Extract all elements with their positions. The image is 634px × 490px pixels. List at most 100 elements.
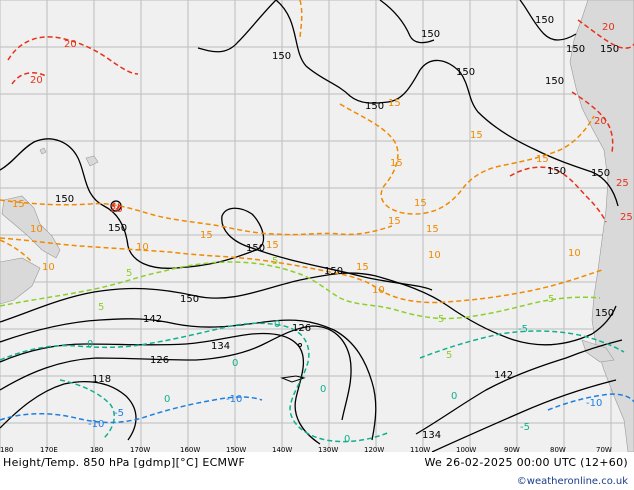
island (39, 147, 47, 155)
temp-label: 20 (30, 75, 43, 86)
temp-label: 5 (548, 294, 554, 305)
height-label: 126 (150, 355, 169, 366)
temp-labels-teal: 0 0 0 0 0 -5 -5 0 0 (87, 319, 530, 445)
height-label: 150 (545, 76, 564, 87)
temp-label: 20 (110, 204, 123, 215)
temp-label: 15 (388, 98, 401, 109)
temp-label: 5 (126, 268, 132, 279)
lon-label: 130W (318, 446, 339, 454)
temp-contours-green (0, 261, 601, 320)
temp-labels-blue: -10 -10 -10 -5 (88, 394, 602, 430)
lon-label: 180 (90, 446, 104, 454)
lon-label: 140W (272, 446, 293, 454)
temp-labels-orange: 15 15 15 15 15 15 15 15 15 15 15 10 10 1… (12, 98, 581, 296)
temp-contours-teal (0, 322, 625, 443)
temp-label: 0 (320, 384, 326, 395)
temp-label: 5 (446, 350, 452, 361)
temp-minus5-contour-sw (59, 379, 116, 439)
temp-labels-red: 20 20 20 20 25 20 25 (30, 22, 633, 223)
lat-lon-grid (0, 0, 634, 452)
contour-134-east (431, 379, 617, 453)
temp-label: 10 (136, 242, 149, 253)
island (85, 155, 99, 167)
temp-label: -10 (88, 419, 104, 430)
temp-25-contour (509, 166, 607, 223)
temp-label: 15 (536, 154, 549, 165)
height-label: 134 (211, 341, 230, 352)
temp-label: 0 (164, 394, 170, 405)
contour-150-top-right (519, 0, 577, 41)
temp-20-contour-nw2 (11, 71, 47, 85)
map-background (0, 0, 634, 452)
contour-134 (0, 332, 321, 445)
height-label: 118 (92, 374, 111, 385)
lon-label: 110W (410, 446, 431, 454)
footer-bar (0, 452, 634, 490)
temp-label: 10 (30, 224, 43, 235)
temp-label: 5 (438, 314, 444, 325)
temp-label: 20 (594, 116, 607, 127)
height-label: 150 (180, 294, 199, 305)
temp-label: 15 (356, 262, 369, 273)
temp-label: 0 (232, 358, 238, 369)
height-label: 150 (55, 194, 74, 205)
temp-label: 10 (428, 250, 441, 261)
tierra-del-fuego (581, 339, 615, 363)
south-america (569, 0, 634, 453)
temp-label: 25 (616, 178, 629, 189)
temp-label: 25 (620, 212, 633, 223)
contour-150-south (0, 272, 617, 346)
temp-label: 15 (390, 158, 403, 169)
temp-20-contour-coast (571, 91, 614, 153)
temp-label: 15 (200, 230, 213, 241)
height-label: 142 (143, 314, 162, 325)
temp-label: -5 (520, 422, 530, 433)
height-label: 150 (246, 243, 265, 254)
temp-contours-red (7, 19, 634, 223)
temp-label: 15 (266, 240, 279, 251)
contour-150-top (379, 0, 435, 44)
height-label: 150 (272, 51, 291, 62)
temp-label: 20 (602, 22, 615, 33)
height-label: 150 (600, 44, 619, 55)
height-label: 126 (292, 323, 311, 334)
landmasses (0, 0, 634, 453)
temp-minus10-contour (0, 396, 263, 424)
temp-label: 0 (274, 319, 280, 330)
height-label: 134 (422, 430, 441, 441)
contour-118 (0, 381, 137, 441)
contour-150-north-west (197, 0, 277, 53)
temp-5-contour (0, 261, 601, 320)
lon-label: 180 (0, 446, 14, 454)
lon-label: 80W (550, 446, 566, 454)
temp-minus10-contour-east (547, 393, 634, 411)
height-label: 150 (421, 29, 440, 40)
temp-label: 15 (388, 216, 401, 227)
contour-126 (0, 325, 352, 421)
temp-label: 5 (98, 302, 104, 313)
temp-label: -5 (114, 408, 124, 419)
temp-15-contour-north (299, 0, 303, 41)
height-label: 150 (365, 101, 384, 112)
temp-contours-orange (0, 0, 603, 304)
height-label: 150 (595, 308, 614, 319)
lon-label: 160W (180, 446, 201, 454)
temp-label: 15 (426, 224, 439, 235)
height-label: 150 (566, 44, 585, 55)
lon-label: 170W (130, 446, 151, 454)
temp-label: 0 (344, 434, 350, 445)
height-label: 150 (547, 166, 566, 177)
height-labels: 150 150 150 150 150 150 150 150 150 150 … (55, 15, 619, 441)
height-label: 150 (456, 67, 475, 78)
source-credit[interactable]: ©weatheronline.co.uk (516, 476, 628, 487)
low-center-marker (280, 375, 306, 383)
minor-features (280, 343, 306, 383)
temp-label: 15 (470, 130, 483, 141)
forecast-datetime: We 26-02-2025 00:00 UTC (12+60) (424, 456, 628, 469)
temp-0-contour (0, 322, 391, 443)
temp-label: 20 (64, 39, 77, 50)
temp-minus5-contour (419, 330, 625, 359)
temp-label: 0 (87, 339, 93, 350)
